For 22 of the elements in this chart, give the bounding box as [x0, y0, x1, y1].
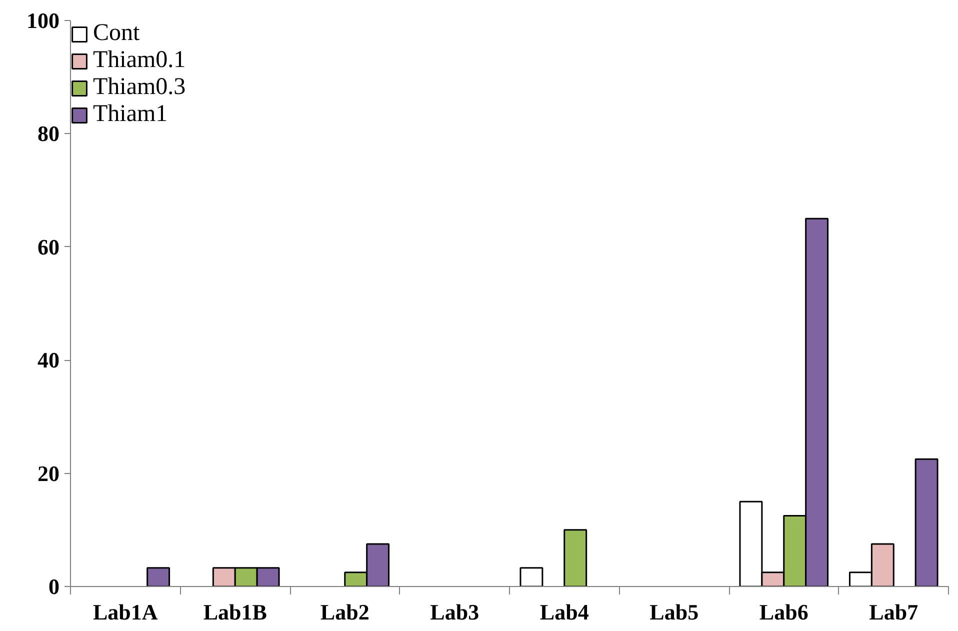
x-tick-label: Lab4 [540, 600, 589, 624]
x-tick-label: Lab2 [320, 600, 370, 624]
y-tick-label: 40 [38, 348, 60, 373]
legend-label: Cont [93, 20, 140, 47]
bar [146, 567, 170, 586]
legend-label: Thiam0.3 [93, 74, 186, 101]
x-tick-label: Lab1A [92, 600, 158, 624]
legend-label: Thiam1 [93, 101, 168, 128]
legend-label: Thiam0.1 [93, 47, 186, 74]
y-tick-label: 20 [38, 460, 60, 486]
x-tick-label: Lab3 [430, 600, 480, 624]
x-tick-label: Lab1B [203, 600, 268, 624]
bar [520, 567, 544, 586]
y-tick-label: 80 [38, 121, 60, 146]
bar [564, 529, 588, 586]
y-tick-label: 0 [48, 574, 60, 599]
y-tick-label: 100 [26, 8, 60, 33]
y-tick-label: 60 [38, 234, 60, 260]
x-tick-label: Lab7 [869, 600, 918, 624]
bar [914, 458, 938, 586]
x-tick-label: Lab6 [759, 600, 808, 624]
x-tick-label: Lab5 [650, 600, 699, 624]
